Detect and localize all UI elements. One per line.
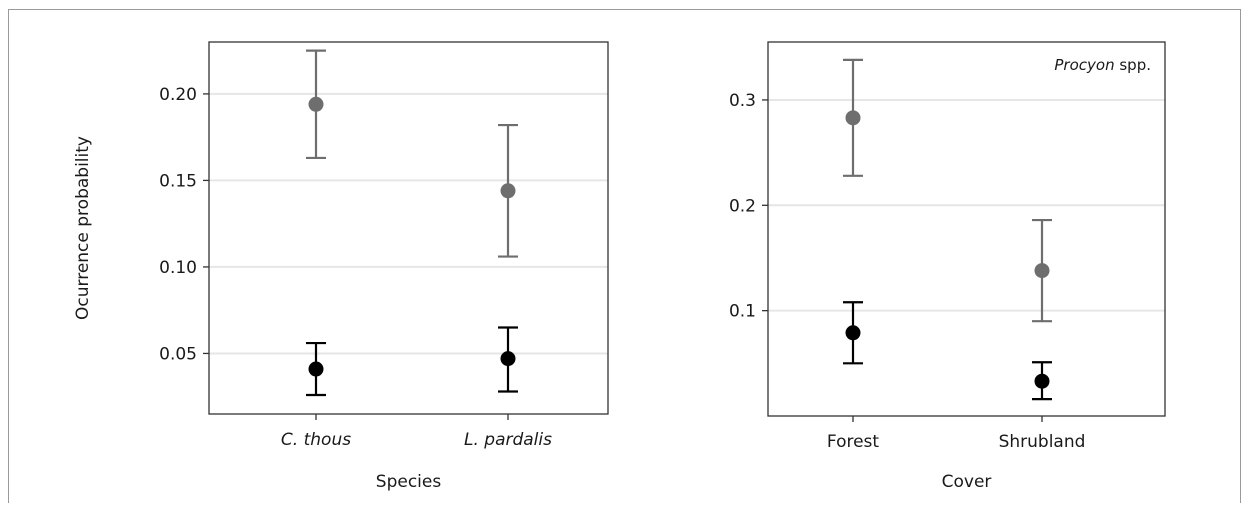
panel-2-data-point xyxy=(1034,263,1050,279)
panel-1-y-tick-label: 0.20 xyxy=(159,85,197,105)
panel-1-y-tick-label: 0.10 xyxy=(159,258,197,278)
panel-2-plot-frame xyxy=(767,41,1166,417)
panel-2-y-tick-label: 0.3 xyxy=(729,91,756,111)
panel-1-y-axis-title: Ocurrence probability xyxy=(73,136,93,320)
panel-1-data-point xyxy=(500,351,516,367)
panel-2-data-point xyxy=(845,325,861,341)
panel-1-x-axis-title: Species xyxy=(376,472,442,492)
panel-2-x-axis-title: Cover xyxy=(942,472,992,492)
panel-2-data-point xyxy=(845,110,861,126)
panel-2-y-tick-label: 0.2 xyxy=(729,196,756,216)
panel-2-data-point xyxy=(1034,373,1050,389)
panel-1-y-tick-label: 0.05 xyxy=(159,344,197,364)
figure-frame xyxy=(8,9,1241,508)
panel-1-data-point xyxy=(308,96,324,112)
panel-1-x-tick-label: C. thous xyxy=(281,430,351,450)
panel-2-annotation-italic: Procyon xyxy=(1054,56,1114,74)
panel-2-y-tick-label: 0.1 xyxy=(729,302,756,322)
panel-2-x-tick-label: Shrubland xyxy=(999,432,1086,452)
panel-2-x-tick-label: Forest xyxy=(827,432,880,452)
panel-2-annotation: Procyon spp. xyxy=(1054,56,1151,74)
panel-1-y-tick-label: 0.15 xyxy=(159,171,197,191)
panel-1-data-point xyxy=(500,183,516,199)
panel-1-x-tick-label: L. pardalis xyxy=(464,430,552,450)
panel-1-data-point xyxy=(308,361,324,377)
panel-1-plot-frame xyxy=(208,41,609,415)
panel-2-annotation-rest: spp. xyxy=(1115,56,1151,74)
